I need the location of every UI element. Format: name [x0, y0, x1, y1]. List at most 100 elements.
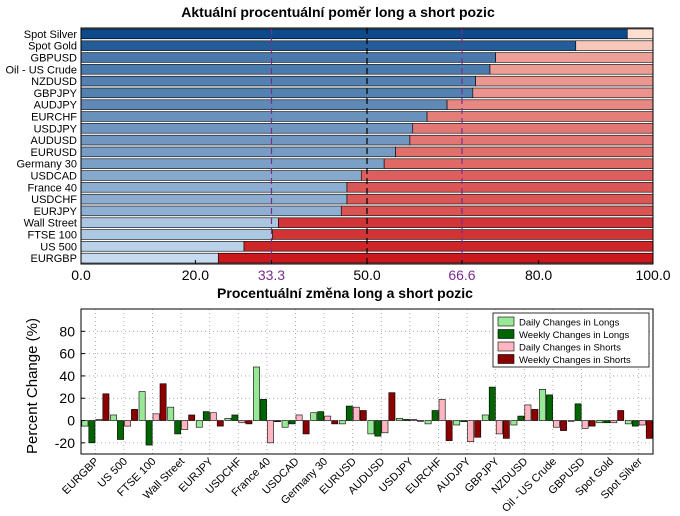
change-bar-1-5 — [231, 414, 239, 421]
category-label: EURGBP — [60, 456, 101, 497]
short-bar-6 — [446, 99, 654, 110]
short-bar-12 — [360, 170, 654, 181]
change-bar-0-4 — [195, 420, 203, 428]
change-bar-0-13 — [453, 420, 461, 426]
change-bar-2-14 — [495, 420, 503, 435]
change-bar-3-3 — [188, 414, 196, 421]
short-bar-7 — [426, 111, 654, 122]
category-label: EURJPY — [34, 206, 78, 218]
short-bar-3 — [489, 64, 654, 75]
change-bar-0-16 — [539, 389, 546, 421]
category-label: Germany 30 — [16, 159, 77, 171]
category-label: GBPUSD — [31, 53, 78, 65]
change-bar-0-14 — [481, 414, 489, 421]
long-bar-9 — [80, 134, 411, 146]
legend-swatch-3 — [497, 354, 515, 364]
change-bar-1-1 — [117, 420, 124, 440]
y-tick-label: 20 — [59, 390, 75, 406]
x-tick-label: 0.0 — [71, 267, 91, 283]
short-bar-5 — [472, 87, 654, 99]
category-label: Wall Street — [24, 218, 77, 230]
change-bar-2-19 — [638, 420, 646, 426]
short-bar-15 — [340, 205, 654, 217]
long-bar-12 — [80, 170, 362, 181]
change-bar-0-0 — [81, 420, 89, 427]
change-bar-0-18 — [596, 420, 604, 424]
change-bar-3-10 — [388, 392, 396, 421]
change-bar-2-8 — [324, 415, 332, 421]
change-bar-2-1 — [124, 420, 131, 427]
change-bar-2-18 — [610, 420, 618, 424]
change-bar-3-12 — [445, 420, 453, 441]
long-bar-3 — [80, 64, 491, 75]
change-bar-1-7 — [288, 420, 296, 425]
change-bar-2-15 — [524, 404, 532, 421]
short-bar-4 — [475, 75, 654, 87]
short-bar-10 — [395, 146, 654, 158]
change-bar-3-13 — [474, 420, 482, 438]
category-label: USDCHF — [31, 194, 77, 206]
long-bar-1 — [80, 40, 577, 51]
change-bar-1-4 — [202, 411, 210, 421]
long-bar-4 — [80, 75, 476, 87]
y-tick-label: 0 — [67, 413, 75, 429]
change-bar-0-17 — [567, 420, 575, 422]
change-bar-0-10 — [367, 420, 375, 435]
change-bar-1-19 — [631, 420, 639, 427]
category-label: EURUSD — [31, 147, 78, 159]
x-tick-label: 33.3 — [258, 267, 285, 283]
change-bar-3-9 — [359, 410, 367, 421]
y-axis-label: Percent Change (%) — [24, 318, 41, 454]
change-bar-2-7 — [295, 414, 303, 421]
long-bar-6 — [80, 99, 448, 110]
change-bar-2-13 — [467, 420, 475, 443]
change-bar-0-5 — [224, 418, 232, 421]
legend-box — [492, 312, 650, 368]
category-label: EURGBP — [31, 253, 77, 265]
change-bar-2-10 — [381, 420, 389, 434]
change-bar-1-2 — [145, 420, 153, 446]
change-bar-2-4 — [209, 412, 217, 421]
category-label: US 500 — [40, 241, 77, 253]
y-tick-label: 80 — [59, 323, 75, 339]
change-bar-1-14 — [488, 386, 496, 421]
legend-swatch-1 — [497, 329, 515, 339]
change-bar-3-19 — [645, 420, 653, 439]
change-bar-3-15 — [531, 409, 539, 421]
short-bar-11 — [383, 158, 654, 169]
long-bar-15 — [80, 205, 342, 217]
short-bar-0 — [626, 28, 654, 40]
change-bar-3-7 — [302, 420, 310, 435]
short-bar-13 — [346, 182, 654, 193]
change-bar-3-11 — [417, 420, 424, 422]
change-bar-0-1 — [110, 414, 117, 421]
category-label: NZDUSD — [31, 76, 77, 88]
long-bar-11 — [80, 158, 385, 169]
short-bar-16 — [278, 217, 654, 228]
category-label: Spot Silver — [24, 29, 78, 41]
category-label: Oil - US Crude — [5, 64, 77, 76]
long-bar-10 — [80, 146, 396, 158]
category-label: AUDUSD — [31, 135, 78, 147]
change-bar-3-16 — [560, 420, 567, 431]
change-bar-2-3 — [181, 420, 189, 430]
category-label: France 40 — [27, 182, 77, 194]
change-bar-0-6 — [253, 366, 260, 421]
long-bar-19 — [80, 252, 219, 264]
change-bar-1-0 — [88, 420, 96, 444]
change-bar-1-16 — [546, 394, 553, 421]
x-tick-label: 100.0 — [635, 267, 670, 283]
x-tick-label: 50.0 — [353, 267, 380, 283]
long-bar-0 — [80, 28, 628, 40]
short-bar-18 — [243, 241, 654, 252]
change-bar-3-8 — [331, 420, 339, 425]
change-bar-0-15 — [510, 420, 518, 426]
legend-label-0: Daily Changes in Longs — [519, 318, 620, 329]
category-label: FTSE 100 — [27, 230, 77, 242]
legend-swatch-0 — [497, 316, 515, 327]
change-bar-1-15 — [517, 415, 525, 421]
y-tick-label: -20 — [55, 435, 75, 451]
change-bar-3-4 — [216, 420, 224, 427]
